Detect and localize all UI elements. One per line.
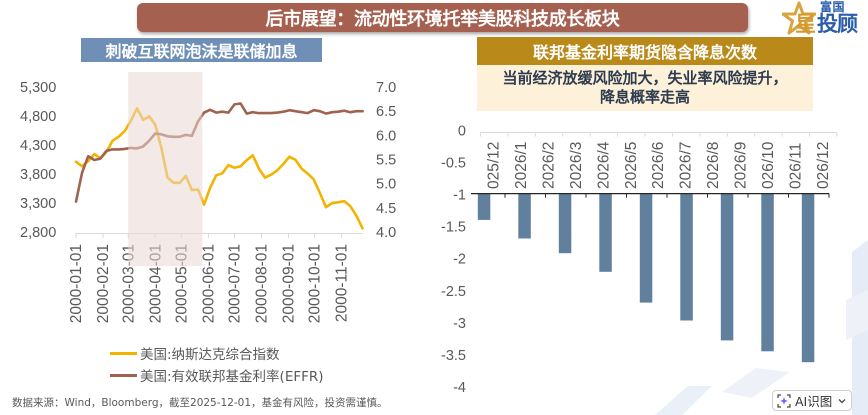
series-effr: [74, 102, 364, 203]
right-y-tick-label: 4.5: [376, 201, 396, 217]
effr-line: [74, 102, 364, 203]
left-y-tick-label: 3,300: [20, 196, 56, 212]
x-tick-label: 2000-10-01: [307, 244, 324, 323]
category-label: 2026/9: [733, 142, 750, 189]
x-tick-label: 2000-02-01: [95, 244, 112, 323]
legend-swatch-effr: [110, 373, 137, 377]
bar-y-axis: 0 -0.5 -1 -1.5 -2 -2.5 -3 -3.5 -4: [441, 124, 466, 396]
logo-star-text: 星: [795, 12, 816, 36]
note-line: 降息概率走高: [599, 88, 690, 106]
rate-cut-note: 当前经济放缓风险加大，失业率风险提升， 降息概率走高: [477, 65, 813, 111]
left-chart-title: 刺破互联网泡沫是联储加息: [105, 42, 298, 61]
x-tick-label: 2000-09-01: [281, 244, 298, 323]
category-label: 2026/3: [568, 142, 585, 189]
bar-y-tick-label: -0.5: [441, 156, 466, 172]
category-label: 025/12: [486, 142, 503, 189]
category-label: 2026/2: [541, 142, 558, 189]
watermark-shape: [722, 368, 790, 398]
left-y-tick-label: 3,800: [20, 167, 56, 183]
category-label: 026/10: [760, 141, 777, 189]
left-y-tick-label: 4,300: [20, 138, 56, 154]
legend-label: 美国:有效联邦基金利率(EFFR): [140, 369, 324, 385]
bars: [477, 193, 815, 363]
title-banner: 后市展望：流动性环境托举美股科技成长板块: [137, 3, 748, 32]
category-label: 026/11: [787, 143, 804, 189]
bar-y-tick-label: -2: [453, 252, 466, 268]
right-y-tick-label: 4.0: [376, 225, 396, 241]
bar-y-tick-label: -1: [453, 188, 466, 204]
bar-y-tick-label: 0: [458, 124, 466, 140]
nasdaq-line: [74, 107, 364, 230]
right-chart-title: 联邦基金利率期货隐含降息次数: [532, 43, 757, 62]
bar-y-tick-label: -1.5: [441, 220, 466, 236]
bar: [599, 193, 612, 272]
bar: [558, 193, 572, 254]
legend-swatch-nasdaq: [110, 351, 137, 355]
right-y-tick-label: 7.0: [376, 80, 396, 96]
logo-main-text: 投顾: [817, 12, 858, 36]
category-label: 2026/1: [513, 142, 530, 189]
bar-y-tick-label: -2.5: [441, 284, 466, 300]
right-chart-title-banner: 联邦基金利率期货隐含降息次数: [477, 37, 813, 65]
data-source-note: 数据来源：Wind，Bloomberg，截至2025-12-01，基金有风险，投…: [12, 397, 388, 409]
x-tick-label: 2000-11-01: [334, 244, 351, 322]
category-label: 026/12: [815, 142, 832, 189]
star-icon: [782, 1, 816, 35]
bar: [639, 193, 653, 303]
value-cross-axis: [471, 193, 830, 198]
left-chart-title-banner: 刺破互联网泡沫是联储加息: [81, 38, 322, 62]
left-y-axis: 5,300 4,800 4,300 3,800 3,300 2,800: [20, 80, 56, 241]
bar: [720, 193, 734, 341]
page-title: 后市展望：流动性环境托举美股科技成长板块: [265, 8, 620, 30]
bar: [761, 193, 774, 352]
right-y-axis: 7.0 6.5 6.0 5.5 5.0 4.5 4.0: [376, 80, 396, 241]
bar-y-tick-label: -3.5: [441, 348, 466, 364]
category-label: 2026/4: [595, 141, 612, 189]
bar-y-tick-label: -4: [453, 380, 466, 396]
bar-y-tick-label: -3: [453, 316, 466, 332]
right-y-tick-label: 6.5: [376, 104, 396, 120]
legend-label: 美国:纳斯达克综合指数: [140, 347, 280, 363]
logo: 星 富国 投顾: [780, 0, 868, 40]
watermark-shape: [846, 290, 868, 340]
left-y-tick-label: 5,300: [20, 80, 56, 96]
category-label: 2026/7: [678, 142, 695, 189]
x-tick-label: 2000-08-01: [254, 244, 271, 323]
watermark-shape: [655, 386, 712, 415]
highlight-band: [128, 72, 203, 266]
legend-item-nasdaq: 美国:纳斯达克综合指数: [110, 343, 280, 363]
logo-small-text: 富国: [820, 0, 846, 14]
chevron-down-icon[interactable]: [837, 396, 847, 406]
bar: [801, 193, 815, 363]
legend-item-effr: 美国:有效联邦基金利率(EFFR): [110, 365, 324, 385]
bar: [518, 193, 531, 239]
bar: [680, 193, 693, 321]
note-line: 当前经济放缓风险加大，失业率风险提升，: [502, 69, 788, 87]
bar: [477, 193, 491, 220]
right-y-tick-label: 5.5: [376, 153, 396, 169]
category-label: 2026/8: [705, 142, 722, 189]
scan-sparkle-icon: [777, 393, 791, 408]
right-y-tick-label: 6.0: [376, 128, 396, 144]
category-label: 2026/6: [650, 142, 667, 189]
category-axis: 025/12 2026/1 2026/2 2026/3 2026/4 2026/5 2026…: [480, 132, 838, 189]
ai-badge-label: AI识图: [795, 394, 833, 409]
ai-image-recognition-button[interactable]: AI识图: [772, 390, 852, 411]
x-tick-label: 2000-01-01: [68, 244, 85, 323]
x-tick-label: 2000-07-01: [227, 244, 244, 323]
category-label: 2026/5: [623, 142, 640, 189]
x-tick-label: 2000-06-01: [200, 244, 217, 323]
left-y-tick-label: 4,800: [20, 109, 56, 125]
left-y-tick-label: 2,800: [20, 225, 56, 241]
right-y-tick-label: 5.0: [376, 177, 396, 193]
